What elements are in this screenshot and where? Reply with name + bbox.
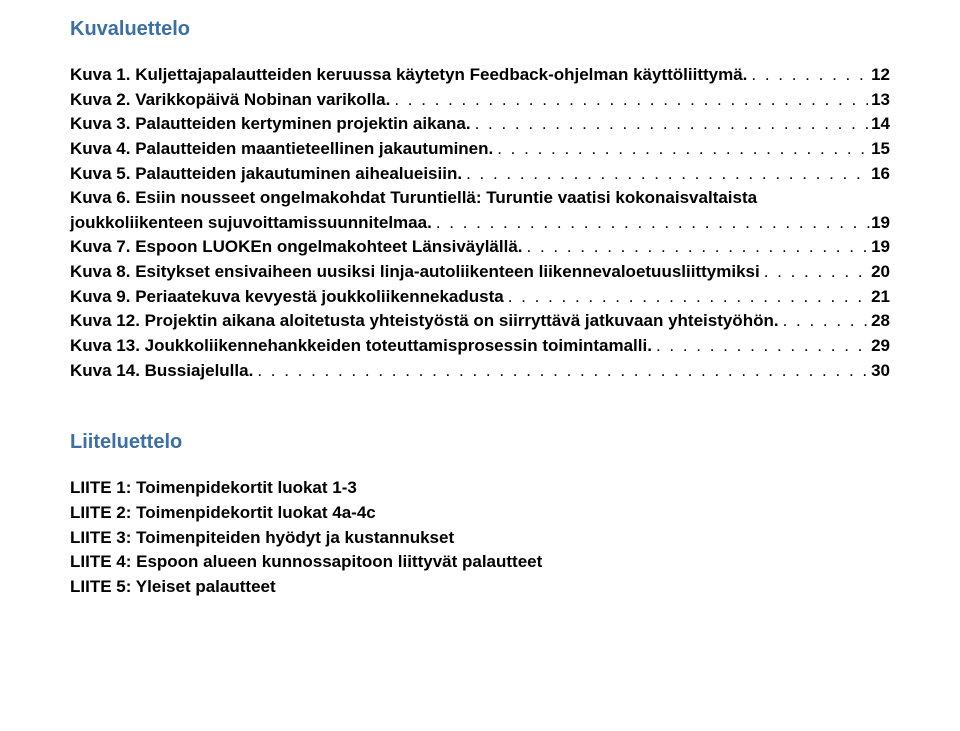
toc-leader-dots: . . . . . . . . . . . . . . . . . . . . … xyxy=(779,309,872,334)
toc-leader-dots: . . . . . . . . . . . . . . . . . . . . … xyxy=(462,162,871,187)
toc-leader-dots: . . . . . . . . . . . . . . . . . . . . … xyxy=(493,137,871,162)
toc-leader-dots: . . . . . . . . . . . . . . . . . . . . … xyxy=(471,112,871,137)
toc-page-number: 20 xyxy=(871,260,890,285)
toc-entry: Kuva 1. Kuljettajapalautteiden keruussa … xyxy=(70,63,890,88)
toc-leader-dots: . . . . . . . . . . . . . . . . . . . . … xyxy=(390,88,871,113)
toc-entry: Kuva 14. Bussiajelulla. . . . . . . . . … xyxy=(70,359,890,384)
appendix-item: LIITE 5: Yleiset palautteet xyxy=(70,575,890,600)
toc-entry: joukkoliikenteen sujuvoittamissuunnitelm… xyxy=(70,211,890,236)
toc-entry-line1: Kuva 6. Esiin nousseet ongelmakohdat Tur… xyxy=(70,186,890,211)
table-of-figures: Kuva 1. Kuljettajapalautteiden keruussa … xyxy=(70,63,890,383)
toc-leader-dots: . . . . . . . . . . . . . . . . . . . . … xyxy=(747,63,871,88)
toc-leader-dots: . . . . . . . . . . . . . . . . . . . . … xyxy=(760,260,871,285)
toc-entry: Kuva 9. Periaatekuva kevyestä joukkoliik… xyxy=(70,285,890,310)
heading-liiteluettelo: Liiteluettelo xyxy=(70,431,890,454)
toc-label: Kuva 12. Projektin aikana aloitetusta yh… xyxy=(70,309,779,334)
toc-page-number: 21 xyxy=(871,285,890,310)
toc-label: Kuva 8. Esitykset ensivaiheen uusiksi li… xyxy=(70,260,760,285)
toc-entry: Kuva 5. Palautteiden jakautuminen aiheal… xyxy=(70,162,890,187)
toc-entry: Kuva 4. Palautteiden maantieteellinen ja… xyxy=(70,137,890,162)
toc-entry: Kuva 12. Projektin aikana aloitetusta yh… xyxy=(70,309,890,334)
toc-label: Kuva 13. Joukkoliikennehankkeiden toteut… xyxy=(70,334,652,359)
toc-label: Kuva 5. Palautteiden jakautuminen aiheal… xyxy=(70,162,462,187)
toc-page-number: 19 xyxy=(871,235,890,260)
toc-label: Kuva 3. Palautteiden kertyminen projekti… xyxy=(70,112,471,137)
heading-kuvaluettelo: Kuvaluettelo xyxy=(70,18,890,41)
toc-entry: Kuva 3. Palautteiden kertyminen projekti… xyxy=(70,112,890,137)
toc-label: Kuva 2. Varikkopäivä Nobinan varikolla. xyxy=(70,88,390,113)
toc-page-number: 29 xyxy=(871,334,890,359)
toc-entry: Kuva 13. Joukkoliikennehankkeiden toteut… xyxy=(70,334,890,359)
toc-page-number: 15 xyxy=(871,137,890,162)
toc-label: Kuva 14. Bussiajelulla. xyxy=(70,359,253,384)
appendix-list: LIITE 1: Toimenpidekortit luokat 1-3LIIT… xyxy=(70,476,890,599)
toc-page-number: 12 xyxy=(871,63,890,88)
toc-label: Kuva 7. Espoon LUOKEn ongelmakohteet Län… xyxy=(70,235,523,260)
toc-leader-dots: . . . . . . . . . . . . . . . . . . . . … xyxy=(523,235,872,260)
document-page: Kuvaluettelo Kuva 1. Kuljettajapalauttei… xyxy=(0,0,960,640)
toc-leader-dots: . . . . . . . . . . . . . . . . . . . . … xyxy=(652,334,871,359)
appendix-item: LIITE 3: Toimenpiteiden hyödyt ja kustan… xyxy=(70,526,890,551)
toc-leader-dots: . . . . . . . . . . . . . . . . . . . . … xyxy=(504,285,871,310)
toc-label: Kuva 1. Kuljettajapalautteiden keruussa … xyxy=(70,63,747,88)
toc-entry: Kuva 2. Varikkopäivä Nobinan varikolla. … xyxy=(70,88,890,113)
toc-page-number: 19 xyxy=(871,211,890,236)
toc-entry: Kuva 7. Espoon LUOKEn ongelmakohteet Län… xyxy=(70,235,890,260)
appendix-item: LIITE 1: Toimenpidekortit luokat 1-3 xyxy=(70,476,890,501)
appendix-item: LIITE 2: Toimenpidekortit luokat 4a-4c xyxy=(70,501,890,526)
spacer xyxy=(70,383,890,431)
appendix-item: LIITE 4: Espoon alueen kunnossapitoon li… xyxy=(70,550,890,575)
toc-page-number: 13 xyxy=(871,88,890,113)
toc-leader-dots: . . . . . . . . . . . . . . . . . . . . … xyxy=(432,211,871,236)
toc-page-number: 16 xyxy=(871,162,890,187)
toc-page-number: 28 xyxy=(871,309,890,334)
toc-label: Kuva 4. Palautteiden maantieteellinen ja… xyxy=(70,137,493,162)
toc-leader-dots: . . . . . . . . . . . . . . . . . . . . … xyxy=(253,359,871,384)
toc-label: Kuva 9. Periaatekuva kevyestä joukkoliik… xyxy=(70,285,504,310)
toc-page-number: 30 xyxy=(871,359,890,384)
toc-entry: Kuva 8. Esitykset ensivaiheen uusiksi li… xyxy=(70,260,890,285)
toc-label: joukkoliikenteen sujuvoittamissuunnitelm… xyxy=(70,211,432,236)
toc-page-number: 14 xyxy=(871,112,890,137)
